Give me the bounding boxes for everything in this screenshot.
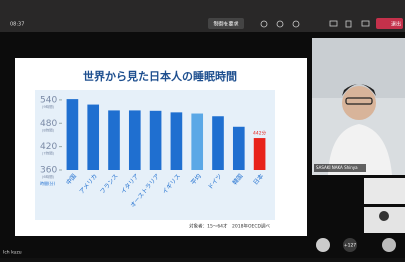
bar [254,138,266,170]
screen: 08:37 制御を要求 退出 世界から見た日本人の睡眠時間 360(6時間) 42… [0,0,405,258]
bar [67,99,79,170]
self-name: Ich kuzu [3,250,22,256]
avatar[interactable] [382,238,396,252]
presenter-name: SASAKI NAKA Shinya [316,165,358,170]
bar [87,105,99,170]
y-tick-label: 360 [40,166,57,176]
y-tick-sublabel: (6時間) [42,174,55,179]
y-tick-label: 540 [40,95,57,105]
bar [191,114,203,170]
y-tick-label: 420 [40,142,57,152]
y-tick-sublabel: (9時間) [42,104,55,109]
bar [129,110,141,170]
y-tick-sublabel: (7時間) [42,151,55,156]
meeting-time: 08:37 [10,22,24,28]
participant-head [379,211,389,221]
participant-tile [364,178,405,204]
bar [150,111,162,170]
participant-count: +127 [344,243,356,249]
face [342,86,376,120]
avatar[interactable] [316,238,330,252]
value-label: 442分 [253,130,267,137]
footnote: 対象者：15〜64才 2018年OECD調べ [189,223,270,230]
bar [108,110,120,170]
bar [171,112,183,170]
y-tick-sublabel: (8時間) [42,127,55,132]
bar [233,127,245,170]
slide-title: 世界から見た日本人の睡眠時間 [83,69,237,83]
y-tick-label: 480 [40,119,57,129]
bar [212,116,224,170]
leave-label: 退出 [391,21,401,28]
toolbar [0,0,405,32]
axis-label: 時間(分) [40,180,56,186]
request-control-label: 制御を要求 [213,21,238,28]
